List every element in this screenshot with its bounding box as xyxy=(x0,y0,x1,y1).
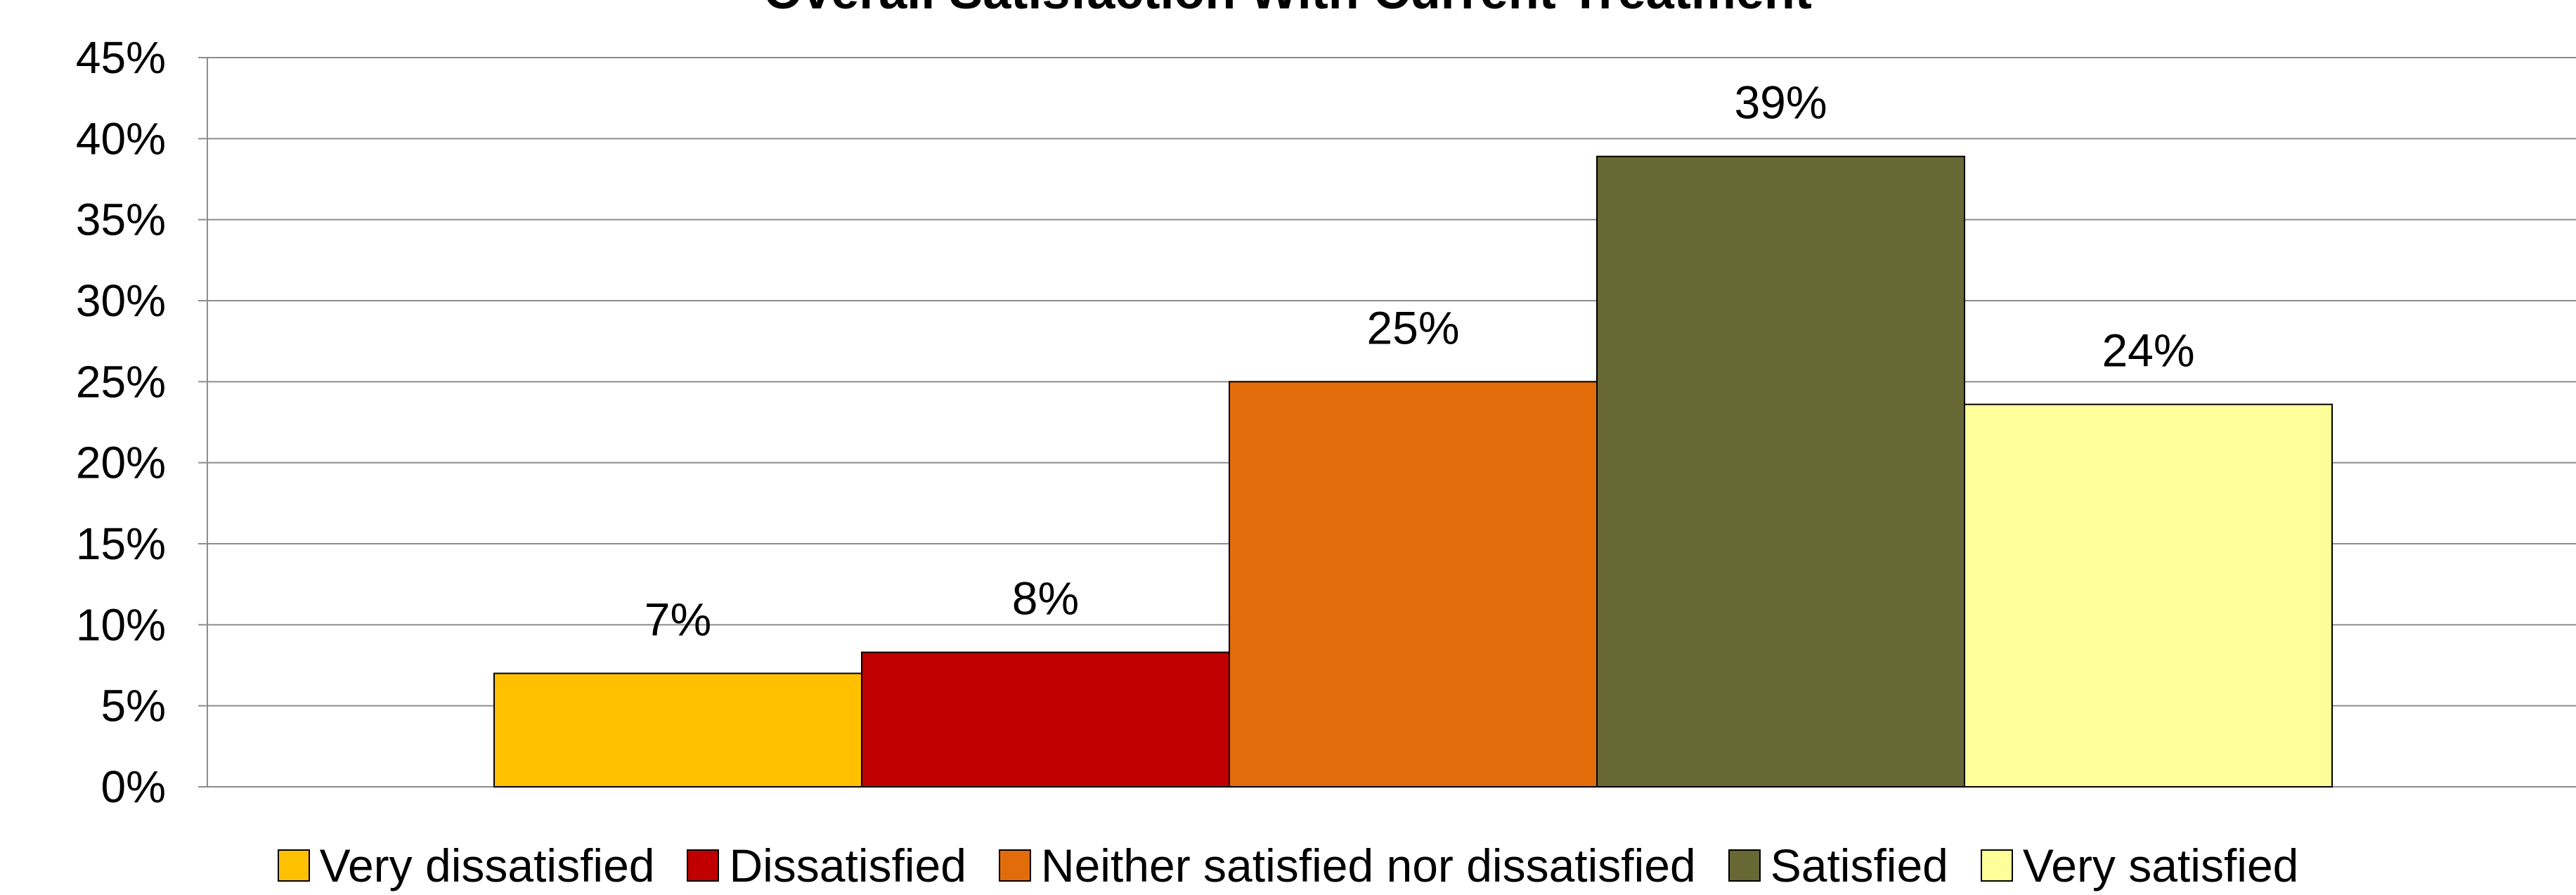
data-labels: 7% 8% 25% 39% 24% xyxy=(645,77,2195,646)
legend-label: Satisfied xyxy=(1770,840,1948,891)
y-tick-label: 15% xyxy=(76,518,166,569)
bar xyxy=(493,672,862,788)
y-tick-label: 45% xyxy=(76,32,166,83)
legend-label: Very satisfied xyxy=(2022,840,2299,891)
y-tick-label: 5% xyxy=(101,681,167,731)
legend-swatch xyxy=(277,849,310,882)
legend-item: Neither satisfied nor dissatisfied xyxy=(998,839,1696,892)
bar xyxy=(861,651,1230,788)
y-tick-label: 30% xyxy=(76,275,166,326)
legend-label: Dissatisfied xyxy=(729,840,966,891)
y-tick-label: 35% xyxy=(76,195,166,245)
legend: Very dissatisfied Dissatisfied Neither sat… xyxy=(0,836,2576,895)
legend-swatch xyxy=(1980,849,2013,882)
data-label: 25% xyxy=(1366,301,1459,353)
data-label: 8% xyxy=(1012,573,1079,625)
y-tick-label: 40% xyxy=(76,113,166,164)
bars xyxy=(493,155,2333,788)
y-tick-label: 25% xyxy=(76,356,166,407)
bar xyxy=(1229,381,1598,788)
data-label: 39% xyxy=(1734,77,1827,129)
legend-item: Satisfied xyxy=(1728,839,1948,892)
y-axis-ticks: 0% 5% 10% 15% 20% 25% 30% 35% 40% 45% xyxy=(76,32,166,812)
legend-swatch xyxy=(1728,849,1761,882)
legend-label: Very dissatisfied xyxy=(319,840,655,891)
y-tick-label: 10% xyxy=(76,599,166,650)
bar xyxy=(1596,155,1965,788)
chart-title: Overall Satisfaction With Current Treatm… xyxy=(763,0,1812,20)
y-tick-label: 0% xyxy=(101,762,167,812)
data-label: 24% xyxy=(2102,325,2194,377)
y-tick-label: 20% xyxy=(76,438,166,488)
legend-item: Very dissatisfied xyxy=(277,839,655,892)
legend-label: Neither satisfied nor dissatisfied xyxy=(1040,840,1696,891)
legend-swatch xyxy=(998,849,1031,882)
bar xyxy=(1964,403,2333,788)
legend-swatch xyxy=(687,849,720,882)
legend-item: Very satisfied xyxy=(1980,839,2299,892)
data-label: 7% xyxy=(645,594,711,646)
legend-item: Dissatisfied xyxy=(687,839,966,892)
